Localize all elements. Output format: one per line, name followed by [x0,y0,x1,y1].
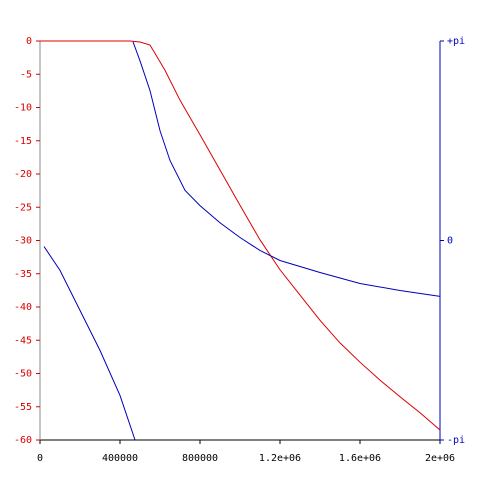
x-tick-label: 400000 [102,453,138,464]
y-tick-label: -25 [14,202,32,213]
x-tick-label: 800000 [182,453,218,464]
series-line [40,40,441,431]
y-tick-label: -40 [14,302,32,313]
y2-tick-label: 0 [447,236,453,247]
x-tick-label: 2e+06 [425,453,455,464]
y-tick-label: -5 [20,69,32,80]
x-tick-label: 1.6e+06 [339,453,381,464]
y-tick-label: 0 [26,36,32,47]
y-tick-label: -55 [14,402,32,413]
y2-tick-label: +pi [447,36,465,47]
y-tick-label: -30 [14,236,32,247]
y-tick-label: -45 [14,335,32,346]
y-tick-label: -60 [14,435,32,446]
y2-tick-label: -pi [447,435,465,446]
y-tick-label: -15 [14,136,32,147]
series-line [43,41,441,441]
y-tick-label: -10 [14,103,32,114]
x-tick-label: 1.2e+06 [259,453,301,464]
y-tick-label: -20 [14,169,32,180]
y-tick-label: -35 [14,269,32,280]
x-tick-label: 0 [37,453,43,464]
y-tick-label: -50 [14,369,32,380]
